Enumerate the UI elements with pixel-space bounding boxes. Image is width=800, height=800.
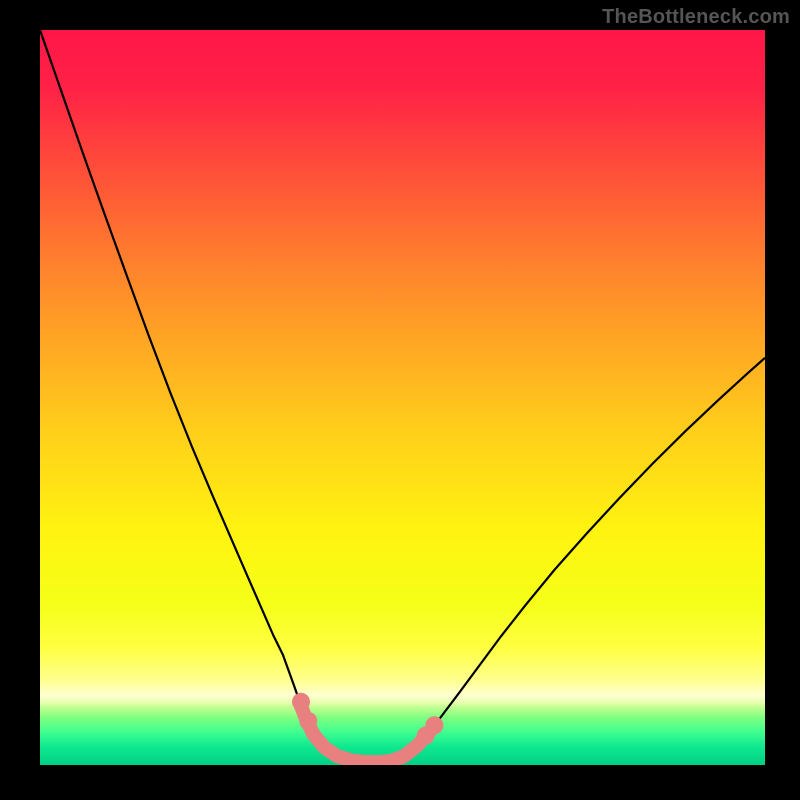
highlight-end-dot	[299, 712, 317, 730]
optimal-range-highlight	[301, 706, 430, 762]
highlight-end-dot	[425, 716, 443, 734]
watermark-text: TheBottleneck.com	[602, 6, 790, 29]
chart-root: TheBottleneck.com	[0, 0, 800, 800]
highlight-end-dot	[417, 727, 435, 745]
plot-area	[40, 30, 765, 765]
highlight-end-dot	[292, 693, 310, 711]
bottleneck-curve	[40, 30, 765, 762]
